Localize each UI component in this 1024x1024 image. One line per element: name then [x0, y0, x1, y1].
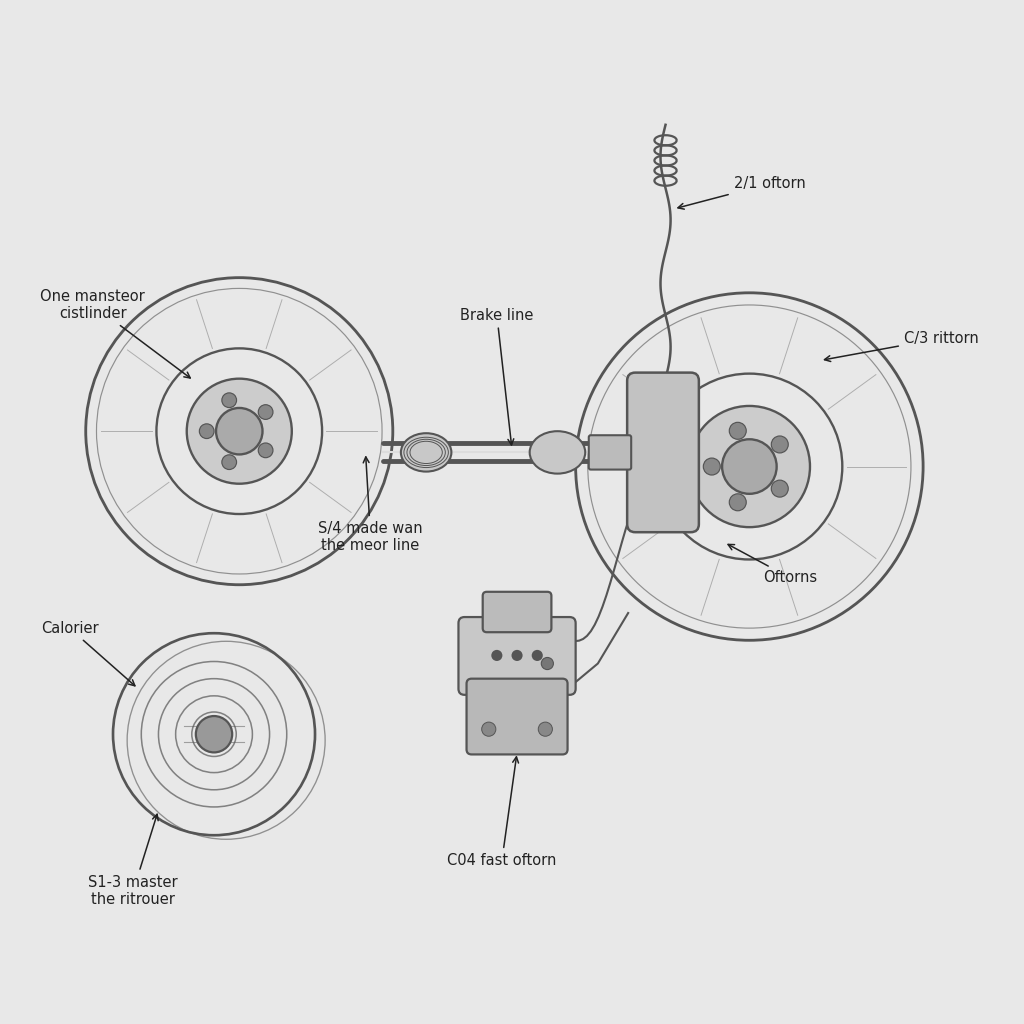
Text: C/3 rittorn: C/3 rittorn	[824, 331, 979, 361]
Text: 2/1 oftorn: 2/1 oftorn	[678, 176, 806, 209]
Text: S/4 made wan
the meor line: S/4 made wan the meor line	[318, 457, 423, 553]
Circle shape	[186, 379, 292, 483]
Circle shape	[216, 408, 262, 455]
Text: S1-3 master
the ritrouer: S1-3 master the ritrouer	[88, 814, 178, 907]
Text: Oftorns: Oftorns	[728, 545, 817, 585]
Circle shape	[531, 650, 543, 660]
Text: Brake line: Brake line	[460, 307, 534, 444]
Circle shape	[196, 716, 232, 753]
Circle shape	[703, 458, 720, 475]
Text: Calorier: Calorier	[41, 621, 135, 686]
Circle shape	[729, 422, 746, 439]
Ellipse shape	[400, 433, 452, 472]
Circle shape	[512, 650, 522, 660]
Circle shape	[222, 455, 237, 470]
Circle shape	[258, 443, 273, 458]
Circle shape	[542, 657, 553, 670]
FancyBboxPatch shape	[627, 373, 698, 532]
Text: One mansteor
cistlinder: One mansteor cistlinder	[40, 289, 190, 378]
Circle shape	[771, 436, 788, 453]
FancyBboxPatch shape	[482, 592, 551, 632]
Circle shape	[539, 722, 552, 736]
Circle shape	[771, 480, 788, 497]
FancyBboxPatch shape	[589, 435, 631, 470]
FancyBboxPatch shape	[459, 617, 575, 695]
Circle shape	[722, 439, 776, 494]
Circle shape	[492, 650, 503, 660]
Circle shape	[258, 404, 273, 420]
Circle shape	[481, 722, 496, 736]
Circle shape	[222, 393, 237, 408]
Ellipse shape	[529, 431, 586, 474]
Circle shape	[689, 406, 810, 527]
Circle shape	[200, 424, 214, 438]
Circle shape	[729, 494, 746, 511]
FancyBboxPatch shape	[467, 679, 567, 755]
Text: C04 fast oftorn: C04 fast oftorn	[447, 757, 557, 868]
